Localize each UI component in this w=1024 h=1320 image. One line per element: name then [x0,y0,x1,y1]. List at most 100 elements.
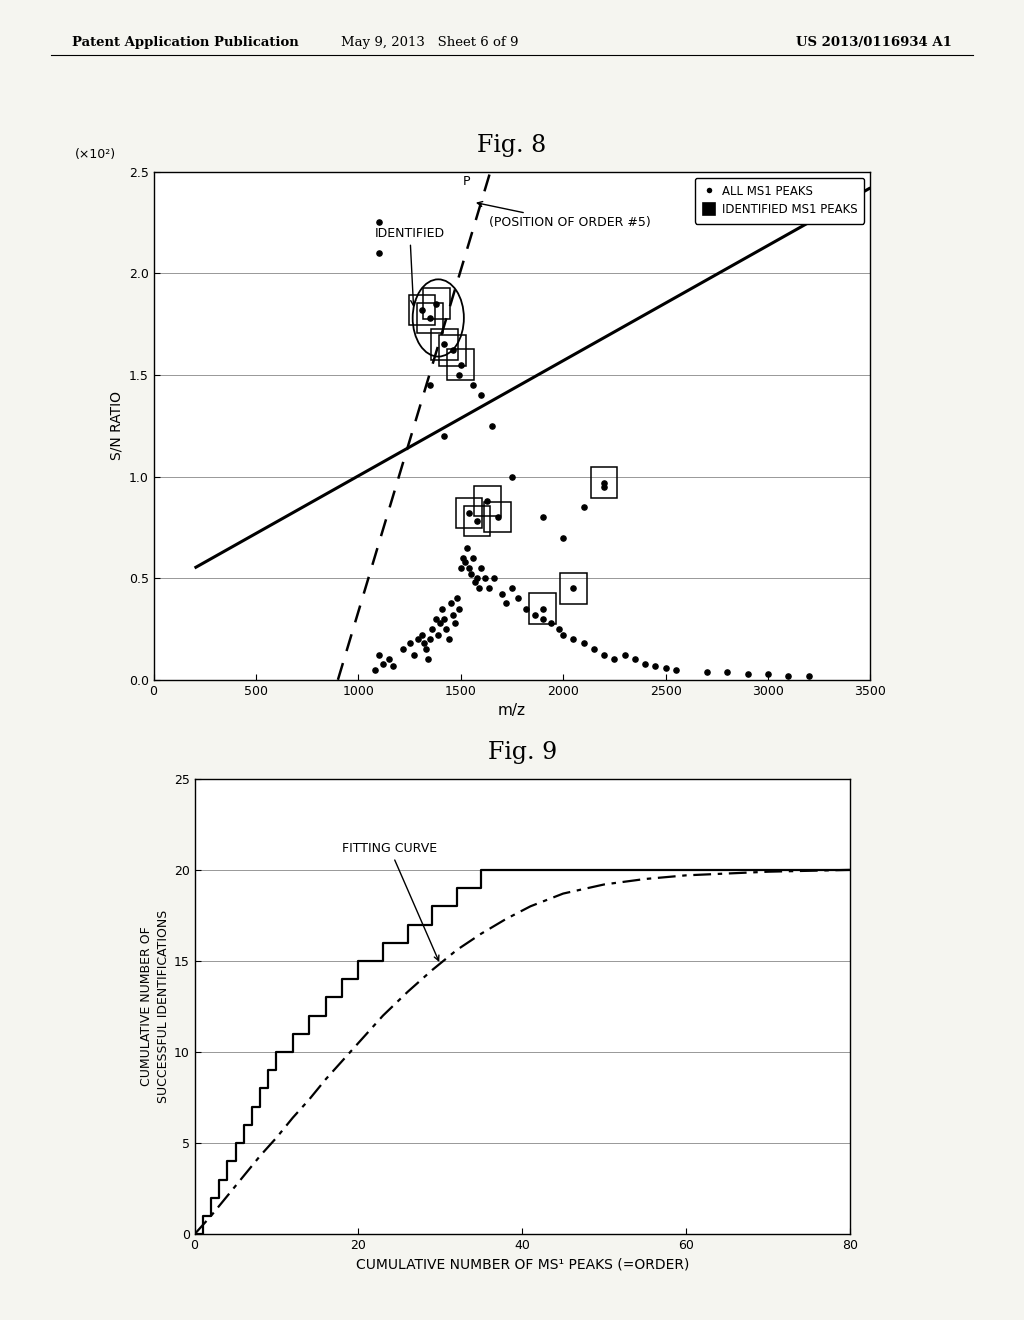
Point [543,612,559,634]
Point [432,612,449,634]
Bar [529,594,556,624]
Point [739,663,756,684]
Point [430,624,446,645]
Point [420,649,436,671]
Point [434,598,451,619]
Point [551,618,567,640]
Text: FITTING CURVE: FITTING CURVE [342,842,439,961]
Bar [456,498,482,528]
Point [371,211,387,232]
Point [473,384,489,405]
Bar [474,486,501,516]
Point [586,639,602,660]
Point [461,557,477,578]
Bar [439,335,466,366]
Point [760,663,776,684]
Point [555,624,571,645]
Point [526,605,543,626]
Point [406,645,422,667]
Point [414,300,430,321]
Point [467,572,483,593]
Point [416,632,432,653]
Point [436,425,453,446]
Point [719,661,735,682]
Point [453,354,469,375]
Point [498,591,514,612]
Point [596,645,612,667]
Text: May 9, 2013   Sheet 6 of 9: May 9, 2013 Sheet 6 of 9 [341,36,519,49]
Point [422,628,438,649]
Point [575,632,592,653]
Y-axis label: CUMULATIVE NUMBER OF
SUCCESSFUL IDENTIFICATIONS: CUMULATIVE NUMBER OF SUCCESSFUL IDENTIFI… [139,909,170,1104]
Point [801,665,817,686]
Bar [423,289,450,319]
Point [565,578,582,599]
Point [479,490,496,511]
Point [385,655,401,676]
Point [504,466,520,487]
Text: Patent Application Publication: Patent Application Publication [72,36,298,49]
Point [481,578,498,599]
Point [444,605,461,626]
Legend: ALL MS1 PEAKS, IDENTIFIED MS1 PEAKS: ALL MS1 PEAKS, IDENTIFIED MS1 PEAKS [694,177,864,223]
Point [453,557,469,578]
Point [440,628,457,649]
Point [367,659,383,680]
Point [647,655,664,676]
Bar [591,467,617,498]
Point [449,587,465,609]
Point [438,618,455,640]
Point [418,639,434,660]
Point [463,564,479,585]
Point [410,628,426,649]
Point [535,609,551,630]
Point [401,632,418,653]
Point [371,645,387,667]
Point [668,659,684,680]
Point [451,598,467,619]
Y-axis label: S/N RATIO: S/N RATIO [110,391,123,461]
Point [442,591,459,612]
Point [494,583,510,605]
Point [428,293,444,314]
Point [422,308,438,329]
Point [471,578,487,599]
Point [469,568,485,589]
X-axis label: CUMULATIVE NUMBER OF MS¹ PEAKS (=ORDER): CUMULATIVE NUMBER OF MS¹ PEAKS (=ORDER) [355,1258,689,1271]
Bar [464,506,490,536]
Bar [431,329,458,359]
Point [535,598,551,619]
Point [455,548,471,569]
Point [477,568,494,589]
Point [465,375,481,396]
Point [565,628,582,649]
Text: IDENTIFIED: IDENTIFIED [375,227,444,305]
Bar [484,502,511,532]
Text: (×10²): (×10²) [75,148,116,161]
Point [422,375,438,396]
Point [457,552,473,573]
Point [473,557,489,578]
Point [780,665,797,686]
Point [381,649,397,671]
Point [414,624,430,645]
Point [596,473,612,494]
Title: Fig. 9: Fig. 9 [487,742,557,764]
Point [510,587,526,609]
Point [436,334,453,355]
Point [535,507,551,528]
Bar [560,573,587,603]
Bar [447,350,474,380]
Point [627,649,643,671]
Point [596,477,612,498]
Point [555,527,571,548]
Point [428,609,444,630]
Text: P: P [463,174,470,187]
Point [518,598,535,619]
Title: Fig. 8: Fig. 8 [477,135,547,157]
Point [461,503,477,524]
Point [444,341,461,362]
Point [395,639,412,660]
Point [424,618,440,640]
Point [698,661,715,682]
